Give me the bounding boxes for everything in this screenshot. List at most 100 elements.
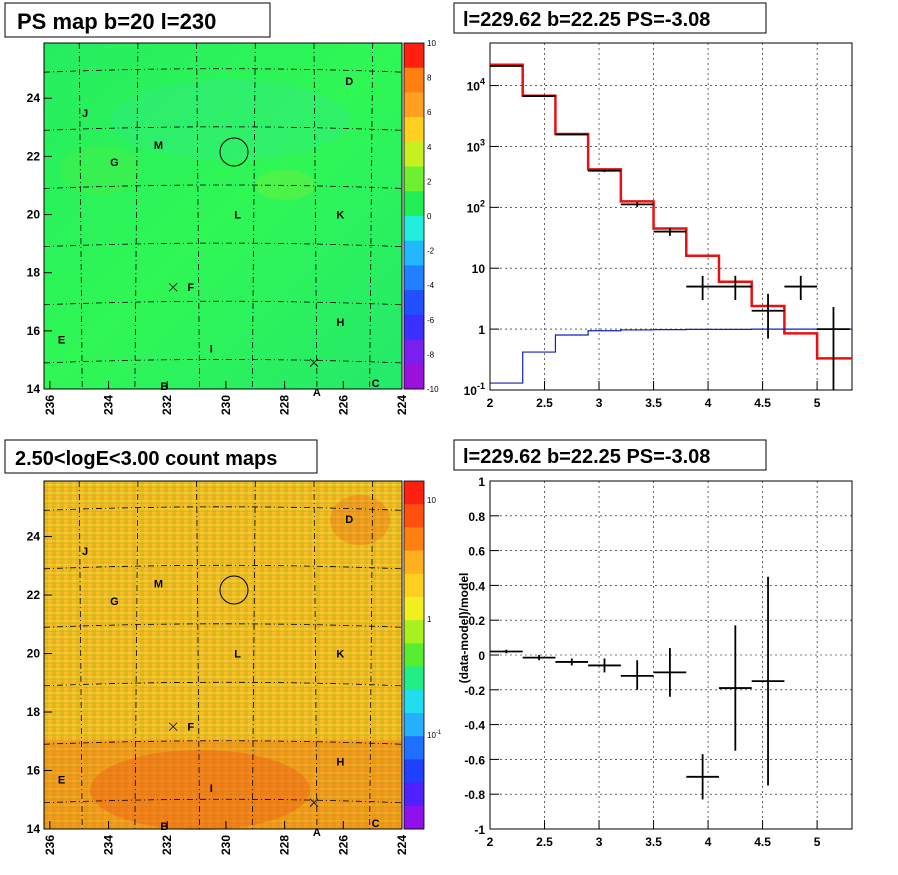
- grid-line-l: [369, 42, 374, 390]
- colorbar-tick-label: 0: [427, 212, 432, 221]
- y-tick-label: 18: [27, 705, 41, 719]
- source-label: D: [345, 76, 353, 88]
- source-label: J: [82, 108, 88, 120]
- source-label: E: [58, 335, 65, 347]
- title-spectrum-text: l=229.62 b=22.25 PS=-3.08: [463, 9, 710, 31]
- colorbar-tick-label: -10: [427, 385, 439, 394]
- x-tick-label: 5: [814, 396, 821, 410]
- source-label: F: [187, 722, 194, 734]
- y-tick-label: 1: [478, 475, 485, 489]
- y-tick-label: 18: [27, 266, 41, 280]
- x-tick-label: 4: [705, 396, 712, 410]
- title-spectrum: l=229.62 b=22.25 PS=-3.08: [453, 2, 767, 34]
- x-tick-label: 3: [596, 835, 603, 849]
- source-label: A: [313, 827, 321, 839]
- title-ps-map-text: PS map b=20 l=230: [17, 9, 216, 34]
- y-tick-label: 102: [467, 198, 485, 215]
- colorbar-tick-label: -4: [427, 281, 435, 290]
- y-tick-label: -1: [474, 823, 485, 837]
- title-residual: l=229.62 b=22.25 PS=-3.08: [453, 439, 767, 471]
- colorbar-tick-label: 10: [427, 496, 436, 505]
- grid-line-l: [251, 480, 256, 830]
- grid-line-l: [196, 480, 200, 830]
- y-tick-label: -0.2: [464, 684, 485, 698]
- source-label: J: [82, 546, 88, 558]
- x-tick-label: 2: [487, 835, 494, 849]
- x-tick-label: 2: [487, 396, 494, 410]
- x-tick-label: 4.5: [754, 835, 771, 849]
- colorbar-cell: [404, 364, 424, 390]
- x-tick-label: 224: [395, 395, 409, 415]
- x-tick-label: 234: [102, 395, 116, 415]
- colorbar-cell: [404, 290, 424, 316]
- colorbar-cell: [404, 240, 424, 266]
- colorbar-frame: [403, 42, 425, 390]
- y-tick-label: 24: [27, 91, 41, 105]
- count-map-grid: [43, 480, 403, 830]
- colorbar-tick-label: 6: [427, 108, 432, 117]
- y-tick-label: -0.4: [464, 719, 485, 733]
- x-tick-label: 228: [278, 835, 292, 855]
- residual-panel: 2 2.5 3 3.5 4 4.5 5 1 0.8 0.6 0.4 0.2 0 -0.2 -0.4 -0.6 -…: [464, 475, 853, 849]
- colorbar-tick-label: 10: [427, 39, 436, 48]
- grid-line-l: [134, 42, 139, 390]
- colorbar-cell: [404, 759, 424, 784]
- source-label: G: [110, 157, 119, 169]
- source-label: F: [187, 282, 194, 294]
- colorbar-cell: [404, 782, 424, 807]
- title-residual-text: l=229.62 b=22.25 PS=-3.08: [463, 446, 710, 468]
- source-label: H: [336, 317, 344, 329]
- x-tick-label: 234: [102, 835, 116, 855]
- x-tick-label: 232: [160, 395, 174, 415]
- colorbar-cell: [404, 689, 424, 714]
- colorbar-cell: [404, 166, 424, 192]
- colorbar-cell: [404, 736, 424, 760]
- y-tick-label: 16: [27, 764, 41, 778]
- y-tick-label: 20: [27, 647, 41, 661]
- count-map-panel: A B C D E F G H I J K L M 10 1 10-1 236 234 232 230 228 226…: [27, 480, 442, 855]
- x-tick-label: 2.5: [536, 835, 553, 849]
- y-tick-label: 0.4: [468, 579, 485, 593]
- ps-map-grid: [43, 42, 403, 390]
- colorbar-tick-label: 4: [427, 143, 432, 152]
- y-tick-label: 10: [472, 262, 486, 276]
- colorbar-cell: [404, 643, 424, 668]
- source-label: K: [336, 210, 344, 222]
- grid-line-l: [369, 480, 374, 830]
- y-tick-label: 0.6: [468, 545, 485, 559]
- y-tick-label: 16: [27, 324, 41, 338]
- x-tick-label: 226: [336, 835, 350, 855]
- colorbar-cell: [404, 92, 424, 118]
- colorbar-cell: [404, 191, 424, 217]
- colorbar-cell: [404, 265, 424, 291]
- colorbar-frame: [403, 480, 425, 830]
- colorbar-cell: [404, 620, 424, 644]
- y-tick-label: 0.2: [468, 614, 485, 628]
- y-tick-label: 104: [467, 77, 485, 94]
- source-label: E: [58, 774, 65, 786]
- colorbar-tick-label: 1: [427, 615, 432, 624]
- x-tick-label: 3: [596, 396, 603, 410]
- y-tick-label: 1: [478, 323, 485, 337]
- grid-line-l: [78, 480, 83, 830]
- colorbar-cell: [404, 67, 424, 93]
- title-count-map: 2.50<logE<3.00 count maps: [4, 439, 318, 474]
- ps-map-colorbar: 10 8 6 4 2 0 -2 -4 -6 -8 -10: [403, 39, 439, 394]
- y-tick-label: 24: [27, 530, 41, 544]
- y-tick-label: 10-1: [464, 381, 485, 398]
- colorbar-cell: [404, 481, 424, 505]
- source-label: A: [313, 387, 321, 399]
- colorbar-tick-label: 8: [427, 74, 432, 83]
- x-tick-label: 236: [43, 835, 57, 855]
- x-tick-label: 226: [336, 395, 350, 415]
- y-tick-label: 22: [27, 588, 41, 602]
- x-tick-label: 232: [160, 835, 174, 855]
- source-label: L: [234, 649, 241, 661]
- source-label: I: [210, 783, 213, 795]
- x-tick-label: 3.5: [645, 396, 662, 410]
- colorbar-cell: [404, 550, 424, 575]
- colorbar-cell: [404, 527, 424, 552]
- model-background-line: [490, 328, 852, 384]
